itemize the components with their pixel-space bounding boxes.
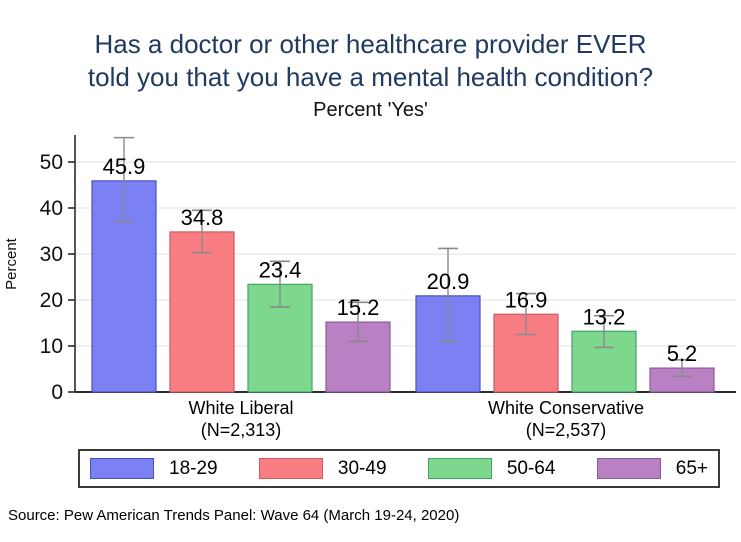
legend-item: 50-64: [427, 457, 556, 480]
value-label: 20.9: [427, 269, 470, 294]
bar: [571, 330, 637, 393]
chart-area: 0 10 20 30 40 50 Percent 45.9 34.8 23.4 15.2 20.9 16…: [0, 130, 741, 450]
group-label: White Liberal: [188, 398, 293, 418]
legend-swatch: [427, 458, 492, 479]
page-title-line2: told you that you have a mental health c…: [87, 62, 654, 92]
y-tick-label: 40: [40, 197, 63, 220]
y-tick-label: 30: [40, 243, 63, 266]
y-tick-label: 20: [40, 289, 63, 312]
chart-svg: 0 10 20 30 40 50 Percent 45.9 34.8 23.4 15.2 20.9 16…: [3, 135, 736, 440]
legend-item: 30-49: [258, 457, 387, 480]
value-label: 13.2: [583, 304, 626, 329]
y-tick-label: 50: [40, 151, 63, 174]
group-label: White Conservative: [488, 398, 644, 418]
value-label: 5.2: [667, 341, 698, 366]
group-n-label: (N=2,537): [526, 420, 607, 440]
legend-swatch: [596, 458, 661, 479]
legend-item: 18-29: [90, 458, 218, 480]
group-n-label: (N=2,313): [201, 420, 282, 440]
chart-subtitle: Percent 'Yes': [313, 99, 428, 121]
value-label: 45.9: [103, 154, 146, 179]
bar: [169, 231, 235, 393]
legend-label: 18-29: [169, 457, 218, 479]
source-note: Source: Pew American Trends Panel: Wave …: [8, 507, 460, 524]
value-label: 23.4: [259, 257, 302, 282]
legend-label: 50-64: [506, 457, 556, 479]
y-tick-label: 0: [51, 381, 63, 404]
page-title-line1: Has a doctor or other healthcare provide…: [94, 29, 647, 59]
y-axis-title: Percent: [3, 237, 20, 290]
page-title: Has a doctor or other healthcare provide…: [0, 28, 741, 94]
y-tick-label: 10: [40, 335, 63, 358]
legend-swatch: [258, 458, 323, 479]
bar: [247, 283, 313, 393]
value-label: 16.9: [505, 287, 548, 312]
legend: 18-29 30-49 50-64 65+: [78, 449, 720, 488]
value-label: 34.8: [181, 205, 224, 230]
legend-label: 65+: [675, 457, 708, 479]
value-label: 15.2: [337, 295, 380, 320]
legend-label: 30-49: [337, 457, 387, 479]
legend-item: 65+: [596, 457, 708, 480]
legend-swatch: [90, 458, 154, 479]
